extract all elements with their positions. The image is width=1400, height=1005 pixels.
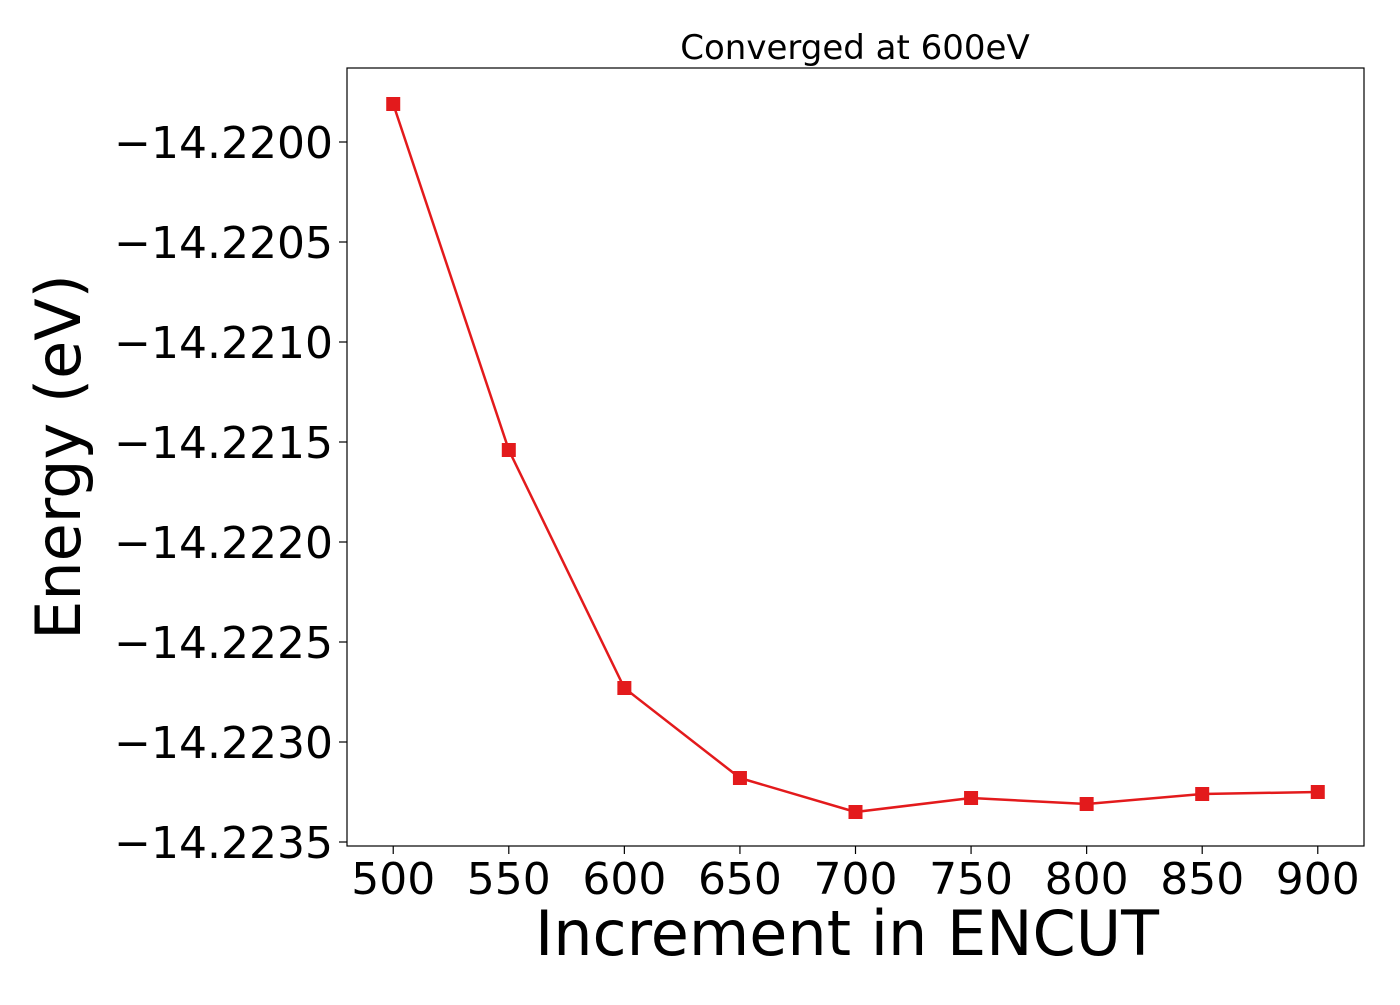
- data-point-marker: [386, 97, 401, 111]
- y-tick-label: −14.2215: [114, 418, 333, 469]
- y-tick-label: −14.2220: [114, 518, 333, 569]
- data-point-marker: [617, 681, 632, 695]
- data-point-marker: [732, 771, 747, 785]
- x-tick-label: 700: [814, 854, 898, 905]
- x-axis-ticks: 500 550 600 650 700 750 800 850 900: [351, 846, 1360, 905]
- data-point-marker: [501, 443, 516, 457]
- y-axis-ticks: −14.2200 −14.2205 −14.2210 −14.2215 −14.2220…: [114, 118, 347, 869]
- data-point-marker: [964, 791, 979, 805]
- data-point-marker: [1310, 785, 1325, 799]
- chart-title: Converged at 600eV: [680, 28, 1029, 68]
- x-tick-label: 550: [467, 854, 551, 905]
- x-axis-label: Increment in ENCUT: [535, 897, 1160, 970]
- y-tick-label: −14.2210: [114, 318, 333, 369]
- x-tick-label: 750: [929, 854, 1013, 905]
- x-tick-label: 800: [1045, 854, 1129, 905]
- plot-area-frame: [346, 67, 1365, 847]
- x-tick-label: 900: [1276, 854, 1360, 905]
- energy-series-line: [392, 103, 1318, 814]
- y-tick-label: −14.2205: [114, 218, 333, 269]
- y-tick-label: −14.2230: [114, 718, 333, 769]
- data-point-marker: [1079, 797, 1094, 811]
- y-tick-label: −14.2235: [114, 818, 333, 869]
- x-tick-label: 600: [582, 854, 666, 905]
- x-tick-label: 850: [1160, 854, 1244, 905]
- x-tick-label: 650: [698, 854, 782, 905]
- data-point-marker: [848, 805, 863, 819]
- y-tick-label: −14.2225: [114, 618, 333, 669]
- y-axis-label: Energy (eV): [22, 274, 95, 640]
- x-tick-label: 500: [351, 854, 435, 905]
- data-point-marker: [1195, 787, 1210, 801]
- series-layer: [386, 97, 1325, 819]
- y-tick-label: −14.2200: [114, 118, 333, 169]
